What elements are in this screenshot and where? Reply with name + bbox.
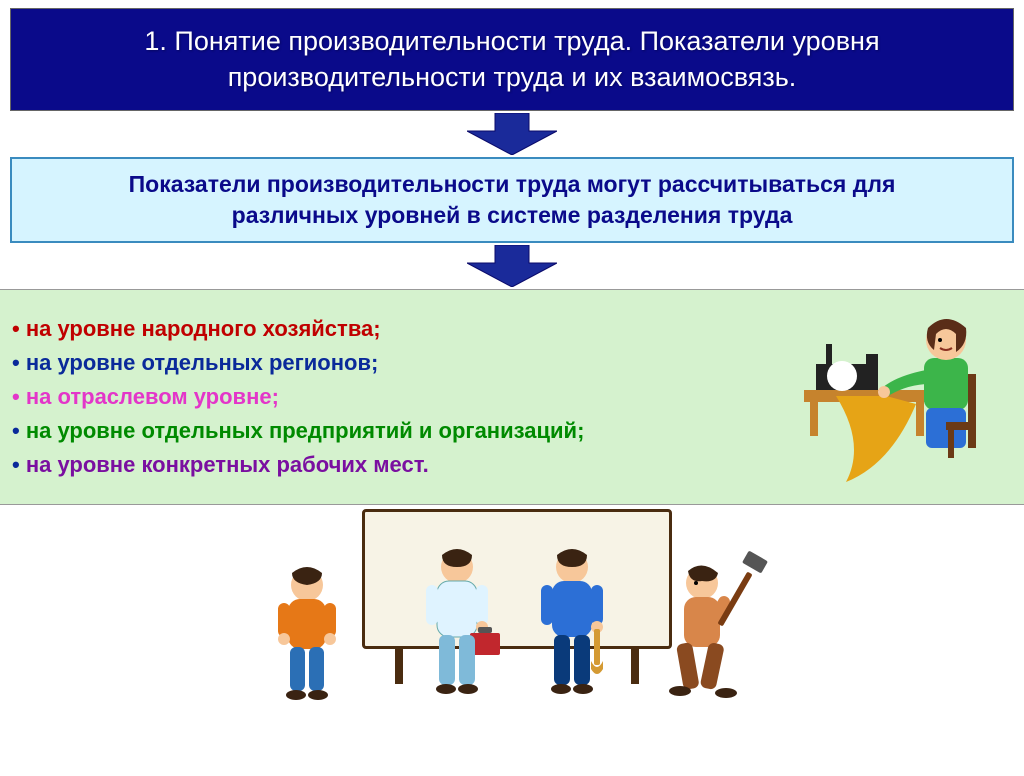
- sewing-woman-icon: [796, 304, 996, 484]
- levels-list-box: • на уровне народного хозяйства;• на уро…: [0, 289, 1024, 505]
- arrow-down-icon: [467, 245, 557, 287]
- level-text: на уровне конкретных рабочих мест.: [26, 452, 429, 477]
- sewing-table-leg: [810, 402, 818, 436]
- workers-at-board-icon: [232, 509, 792, 709]
- arrow-down-icon: [467, 113, 557, 155]
- chair-back: [968, 374, 976, 448]
- woman-torso: [924, 358, 968, 410]
- worker-3: [541, 549, 603, 694]
- level-text: на уровне отдельных предприятий и органи…: [26, 418, 585, 443]
- sewing-machine-wheel: [827, 361, 857, 391]
- subtitle-text: Показатели производительности труда могу…: [129, 171, 896, 228]
- level-text: на отраслевом уровне;: [26, 384, 279, 409]
- worker-1: [278, 567, 336, 700]
- workers-svg: [232, 509, 792, 709]
- worker-2: [426, 549, 500, 694]
- slide-title: 1. Понятие производительности труда. Пок…: [10, 8, 1014, 111]
- level-bullet: •: [12, 350, 26, 375]
- level-text: на уровне народного хозяйства;: [26, 316, 381, 341]
- slide-title-text: 1. Понятие производительности труда. Пок…: [144, 26, 879, 92]
- woman-hand: [878, 386, 890, 398]
- sewing-needle-bar: [826, 344, 832, 364]
- sewing-fabric: [836, 396, 916, 482]
- subtitle-box: Показатели производительности труда могу…: [10, 157, 1014, 243]
- woman-eye: [938, 338, 942, 342]
- workers-illustration-wrap: [0, 509, 1024, 709]
- level-bullet: •: [12, 452, 26, 477]
- chair-seat: [946, 422, 976, 430]
- chair-leg: [948, 430, 954, 458]
- wrench-icon: [594, 629, 600, 665]
- hammer-head: [742, 550, 768, 573]
- sewing-table-leg: [916, 402, 924, 436]
- level-bullet: •: [12, 418, 26, 443]
- level-text: на уровне отдельных регионов;: [26, 350, 379, 375]
- worker-4: [669, 550, 768, 698]
- arrow-shape: [467, 245, 557, 287]
- level-bullet: •: [12, 316, 26, 341]
- arrow-down-1: [0, 113, 1024, 155]
- arrow-shape: [467, 113, 557, 155]
- level-bullet: •: [12, 384, 26, 409]
- arrow-down-2: [0, 245, 1024, 287]
